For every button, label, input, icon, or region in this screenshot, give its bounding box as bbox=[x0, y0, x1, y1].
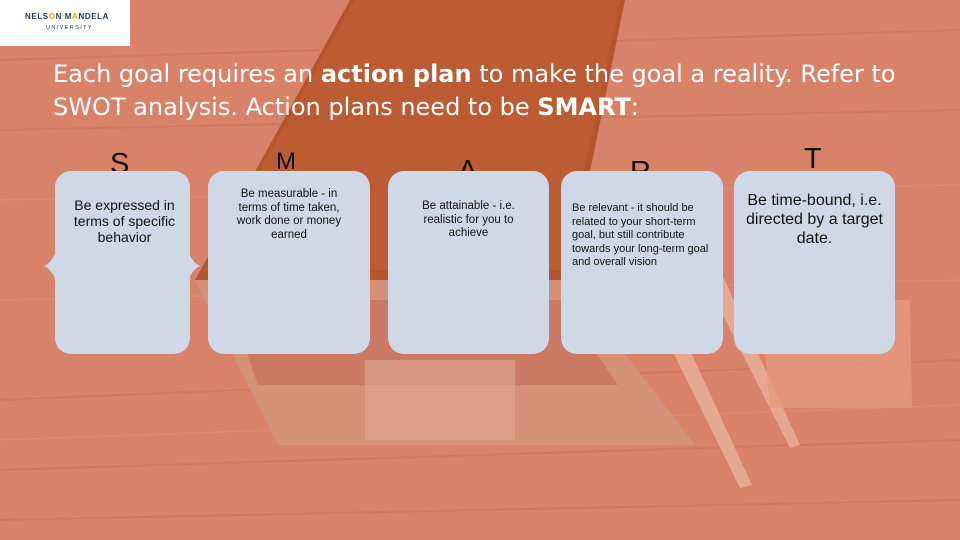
smart-card-a-text: Be attainable - i.e. realistic for you t… bbox=[422, 200, 515, 239]
university-logo: NELSON MANDELA UNIVERSITY bbox=[0, 0, 130, 46]
smart-card-s-text: Be expressed in terms of specific behavi… bbox=[73, 197, 176, 245]
logo-name-part2: N M bbox=[55, 12, 73, 21]
heading-part2: to make the goal a reality. Refer to SWO… bbox=[53, 60, 896, 121]
heading-part3: : bbox=[630, 93, 639, 121]
logo-subtitle: UNIVERSITY bbox=[46, 25, 94, 31]
smart-card-a: Be attainable - i.e. realistic for you t… bbox=[388, 171, 549, 354]
heading-part1: Each goal requires an bbox=[53, 60, 321, 88]
logo-wordmark: NELSON MANDELA bbox=[25, 12, 109, 21]
smart-card-t: Be time-bound, i.e. directed by a target… bbox=[734, 171, 895, 354]
logo-name-part1: NELS bbox=[25, 12, 49, 21]
heading-bold-smart: SMART bbox=[537, 93, 631, 121]
smart-card-s: Be expressed in terms of specific behavi… bbox=[55, 171, 190, 354]
smart-card-r: Be relevant - it should be related to yo… bbox=[561, 171, 723, 354]
logo-name-part3: NDELA bbox=[78, 12, 109, 21]
smart-letter-t: T bbox=[804, 143, 822, 175]
smart-card-t-text: Be time-bound, i.e. directed by a target… bbox=[746, 192, 883, 247]
slide-heading: Each goal requires an action plan to mak… bbox=[53, 58, 933, 124]
smart-card-r-text: Be relevant - it should be related to yo… bbox=[572, 202, 709, 268]
smart-card-m-text: Be measurable - in terms of time taken, … bbox=[236, 188, 342, 241]
logo-name-o: O bbox=[48, 12, 56, 21]
heading-bold-action-plan: action plan bbox=[320, 60, 472, 88]
smart-letter-m: M bbox=[276, 148, 296, 175]
smart-card-m: Be measurable - in terms of time taken, … bbox=[208, 171, 370, 354]
logo-name-a: A bbox=[72, 12, 79, 21]
